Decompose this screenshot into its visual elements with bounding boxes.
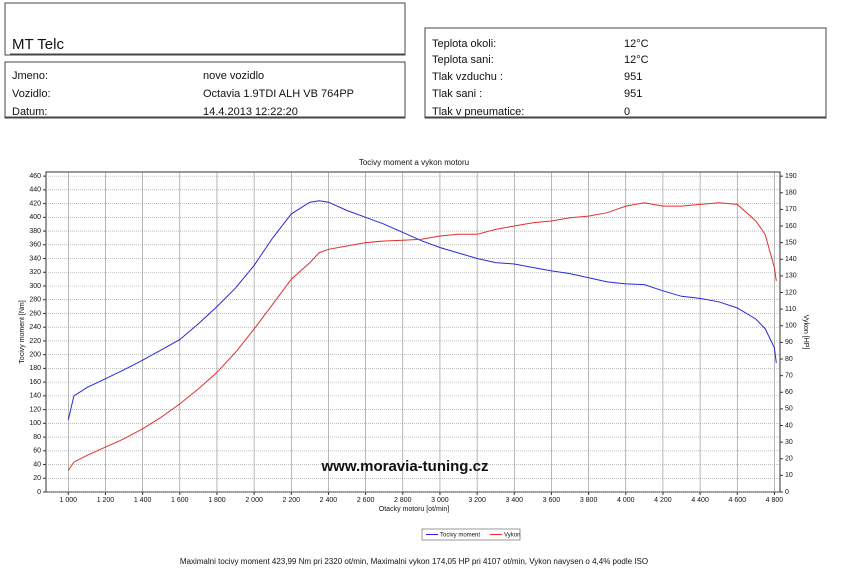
y-tick-label: 240 xyxy=(29,324,41,331)
y2-tick-label: 40 xyxy=(785,422,793,429)
x-tick-label: 4 400 xyxy=(691,497,709,504)
y-tick-label: 380 xyxy=(29,228,41,235)
condition-value: 951 xyxy=(624,88,642,100)
info-value: Octavia 1.9TDI ALH VB 764PP xyxy=(203,88,354,100)
y2-tick-label: 180 xyxy=(785,190,797,197)
x-tick-label: 4 600 xyxy=(728,497,746,504)
series-line xyxy=(67,202,777,471)
conditions-box xyxy=(424,27,827,119)
y-tick-label: 120 xyxy=(29,406,41,413)
series-line xyxy=(67,200,777,421)
y2-tick-label: 50 xyxy=(785,406,793,413)
y-tick-label: 300 xyxy=(29,283,41,290)
header-title: MT Telc xyxy=(12,36,64,53)
condition-label: Tlak v pneumatice: xyxy=(432,106,524,118)
x-tick-label: 1 000 xyxy=(60,497,78,504)
y2-tick-label: 170 xyxy=(785,206,797,213)
y2-tick-label: 130 xyxy=(785,273,797,280)
y2-tick-label: 80 xyxy=(785,356,793,363)
condition-label: Teplota sani: xyxy=(432,54,494,66)
y2-tick-label: 10 xyxy=(785,472,793,479)
x-tick-label: 4 000 xyxy=(617,497,635,504)
y-tick-label: 60 xyxy=(33,448,41,455)
condition-value: 951 xyxy=(624,71,642,83)
info-box xyxy=(4,61,406,119)
y2-tick-label: 140 xyxy=(785,256,797,263)
info-value: 14.4.2013 12:22:20 xyxy=(203,106,298,118)
info-label: Vozidlo: xyxy=(12,88,51,100)
x-tick-label: 3 800 xyxy=(580,497,598,504)
y-tick-label: 460 xyxy=(29,173,41,180)
y2-tick-label: 110 xyxy=(785,306,796,313)
condition-value: 12°C xyxy=(624,38,649,50)
y-tick-label: 0 xyxy=(37,489,41,496)
y-tick-label: 440 xyxy=(29,187,41,194)
y-tick-label: 320 xyxy=(29,269,41,276)
y-tick-label: 160 xyxy=(29,379,41,386)
x-axis-label: Otacky motoru [ot/min] xyxy=(379,506,449,513)
y-tick-label: 140 xyxy=(29,393,41,400)
x-tick-label: 1 800 xyxy=(208,497,226,504)
x-tick-label: 1 600 xyxy=(171,497,189,504)
y2-tick-label: 160 xyxy=(785,223,797,230)
info-label: Datum: xyxy=(12,106,47,118)
y-tick-label: 200 xyxy=(29,352,41,359)
y2-tick-label: 60 xyxy=(785,389,793,396)
chart-title: Tocivy moment a vykon motoru xyxy=(359,158,469,167)
y-axis-label: Tocivy moment [Nm] xyxy=(19,300,26,363)
x-tick-label: 3 000 xyxy=(431,497,449,504)
title-box xyxy=(4,2,406,56)
x-tick-label: 1 200 xyxy=(97,497,115,504)
x-tick-label: 2 800 xyxy=(394,497,412,504)
y-tick-label: 180 xyxy=(29,365,41,372)
plot-area xyxy=(45,171,781,493)
condition-value: 12°C xyxy=(624,54,649,66)
y2-tick-label: 90 xyxy=(785,339,793,346)
condition-label: Tlak vzduchu : xyxy=(432,71,503,83)
x-tick-label: 1 400 xyxy=(134,497,152,504)
info-value: nove vozidlo xyxy=(203,70,264,82)
x-tick-label: 2 400 xyxy=(320,497,338,504)
x-tick-label: 4 200 xyxy=(654,497,672,504)
y2-tick-label: 20 xyxy=(785,456,793,463)
y2-tick-label: 120 xyxy=(785,289,797,296)
x-tick-label: 2 000 xyxy=(245,497,263,504)
y2-axis-label: Vykon [HP] xyxy=(802,315,809,350)
y2-tick-label: 100 xyxy=(785,323,797,330)
y2-tick-label: 70 xyxy=(785,372,793,379)
x-tick-label: 2 200 xyxy=(283,497,301,504)
y-tick-label: 100 xyxy=(29,420,41,427)
y-tick-label: 280 xyxy=(29,297,41,304)
legend-label: Vykon xyxy=(504,533,520,539)
x-tick-label: 4 800 xyxy=(766,497,784,504)
y-tick-label: 420 xyxy=(29,200,41,207)
info-label: Jmeno: xyxy=(12,70,48,82)
y-tick-label: 400 xyxy=(29,214,41,221)
legend-label: Tocivy moment xyxy=(440,533,480,539)
y-tick-label: 80 xyxy=(33,434,41,441)
y2-tick-label: 0 xyxy=(785,489,789,496)
y-tick-label: 260 xyxy=(29,310,41,317)
x-tick-label: 3 600 xyxy=(543,497,561,504)
x-tick-label: 3 400 xyxy=(506,497,524,504)
condition-label: Tlak sani : xyxy=(432,88,482,100)
watermark: www.moravia-tuning.cz xyxy=(321,458,489,475)
condition-value: 0 xyxy=(624,106,630,118)
y2-tick-label: 150 xyxy=(785,239,797,246)
y2-tick-label: 30 xyxy=(785,439,793,446)
y-tick-label: 220 xyxy=(29,338,41,345)
y-tick-label: 340 xyxy=(29,255,41,262)
y-tick-label: 360 xyxy=(29,242,41,249)
x-tick-label: 3 200 xyxy=(468,497,486,504)
y-tick-label: 20 xyxy=(33,475,41,482)
y2-tick-label: 190 xyxy=(785,173,797,180)
y-tick-label: 40 xyxy=(33,461,41,468)
x-tick-label: 2 600 xyxy=(357,497,375,504)
legend-box xyxy=(421,528,521,541)
condition-label: Teplota okoli: xyxy=(432,38,496,50)
footer-note: Maximalni tocivy moment 423,99 Nm pri 23… xyxy=(180,557,648,566)
